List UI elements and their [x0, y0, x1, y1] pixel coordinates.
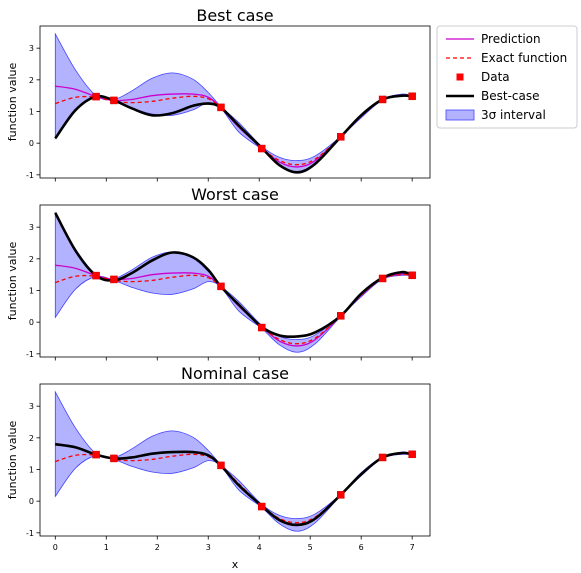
data-point-2-6 [378, 274, 387, 283]
data-point-3-3 [217, 461, 225, 470]
sigma-band-3 [54, 390, 413, 532]
y-tick-label-1: 1 [29, 108, 34, 117]
legend-handle-5 [445, 109, 475, 121]
axes-frame-1 [39, 25, 431, 179]
x-tick-label-3: 0 [53, 543, 58, 552]
legend-label-2: Exact function [481, 51, 567, 65]
y-tick-label-3: 1 [29, 466, 34, 475]
chart-title-2: Worst case [191, 185, 279, 204]
legend-box [436, 25, 578, 129]
x-tick-label-3: 3 [206, 543, 211, 552]
y-axis-label-2: function value [6, 242, 19, 321]
data-point-1-1 [92, 92, 100, 101]
x-tick-label-3: 7 [410, 543, 415, 552]
data-point-2-3 [217, 282, 225, 291]
y-tick-label-1: 0 [29, 139, 34, 148]
y-tick-label-1: -1 [26, 171, 34, 180]
data-point-2-4 [258, 323, 266, 332]
data-point-3-6 [378, 453, 387, 462]
axes-frame-2 [39, 204, 431, 358]
series-line-prediction-2 [55, 264, 413, 347]
data-point-1-4 [258, 144, 266, 153]
data-point-2-1 [92, 271, 100, 280]
y-tick-label-2: 3 [29, 223, 34, 232]
legend-label-1: Prediction [481, 32, 541, 46]
series-line-worst-case-2 [54, 212, 413, 339]
chart-title-1: Best case [196, 6, 273, 25]
y-tick-label-3: 3 [29, 402, 34, 411]
legend-handle-3 [456, 73, 464, 81]
series-line-prediction-3 [55, 443, 413, 526]
y-tick-label-2: 0 [29, 318, 34, 327]
x-tick-label-3: 1 [104, 543, 109, 552]
y-tick-label-1: 2 [29, 76, 34, 85]
legend-label-3: Data [481, 70, 510, 84]
data-point-1-2 [110, 96, 118, 105]
data-point-3-1 [92, 450, 100, 459]
x-tick-label-3: 2 [155, 543, 160, 552]
sigma-band-1 [54, 32, 413, 174]
data-point-3-5 [337, 491, 345, 499]
axes-frame-3 [39, 383, 431, 537]
y-tick-label-2: -1 [26, 350, 34, 359]
data-point-1-7 [408, 92, 416, 101]
y-tick-label-3: -1 [26, 529, 34, 538]
series-line-best-case-1 [54, 94, 413, 174]
series-line-exact-function-3 [55, 452, 413, 524]
data-point-1-6 [378, 95, 387, 104]
series-line-nominal-case-3 [55, 442, 413, 527]
sigma-band-2 [54, 211, 413, 353]
y-axis-label-1: function value [6, 63, 19, 142]
x-tick-label-3: 5 [308, 543, 313, 552]
x-tick-label-3: 6 [359, 543, 364, 552]
data-point-2-5 [337, 312, 345, 320]
y-tick-label-2: 2 [29, 255, 34, 264]
data-point-3-2 [110, 454, 118, 463]
data-point-3-7 [408, 450, 416, 459]
x-tick-label-3: 4 [257, 543, 262, 552]
data-point-1-5 [337, 133, 345, 141]
series-line-exact-function-1 [55, 94, 413, 166]
legend-label-4: Best-case [481, 89, 540, 103]
x-axis-label-3: x [232, 558, 239, 571]
series-line-exact-function-2 [55, 273, 413, 345]
y-tick-label-3: 2 [29, 434, 34, 443]
data-point-3-4 [258, 502, 266, 511]
data-point-1-3 [217, 103, 225, 112]
y-tick-label-1: 3 [29, 44, 34, 53]
y-axis-label-3: function value [6, 421, 19, 500]
y-tick-label-2: 1 [29, 287, 34, 296]
legend-label-5: 3σ interval [481, 108, 546, 122]
data-point-2-7 [408, 271, 416, 280]
chart-title-3: Nominal case [181, 364, 289, 383]
y-tick-label-3: 0 [29, 497, 34, 506]
data-point-2-2 [110, 275, 118, 284]
